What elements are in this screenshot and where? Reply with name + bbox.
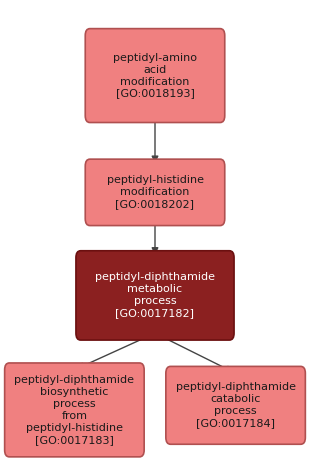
FancyBboxPatch shape: [85, 159, 225, 226]
Text: peptidyl-diphthamide
metabolic
process
[GO:0017182]: peptidyl-diphthamide metabolic process […: [95, 273, 215, 318]
Text: peptidyl-amino
acid
modification
[GO:0018193]: peptidyl-amino acid modification [GO:001…: [113, 53, 197, 98]
Text: peptidyl-diphthamide
catabolic
process
[GO:0017184]: peptidyl-diphthamide catabolic process […: [175, 382, 296, 428]
FancyBboxPatch shape: [166, 366, 305, 444]
FancyBboxPatch shape: [85, 29, 225, 123]
Text: peptidyl-histidine
modification
[GO:0018202]: peptidyl-histidine modification [GO:0018…: [107, 175, 203, 209]
FancyBboxPatch shape: [5, 363, 144, 457]
FancyBboxPatch shape: [76, 251, 234, 340]
Text: peptidyl-diphthamide
biosynthetic
process
from
peptidyl-histidine
[GO:0017183]: peptidyl-diphthamide biosynthetic proces…: [14, 375, 135, 445]
